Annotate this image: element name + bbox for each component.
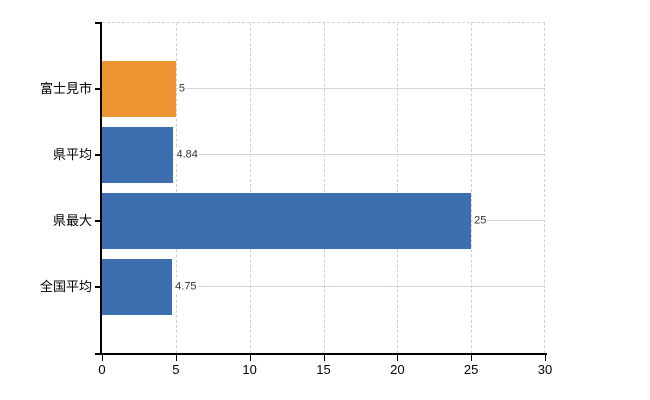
bar xyxy=(102,61,176,117)
vertical-gridline xyxy=(175,23,177,353)
bar-value-label: 4.84 xyxy=(175,148,199,162)
vertical-gridline xyxy=(544,23,545,353)
plot-top-border xyxy=(102,22,545,23)
vertical-gridline xyxy=(323,23,325,353)
x-tick xyxy=(471,355,473,361)
x-tick xyxy=(249,355,251,361)
category-tick xyxy=(95,154,101,156)
x-axis-line xyxy=(95,353,547,355)
bar xyxy=(102,259,173,315)
category-label: 全国平均 xyxy=(39,279,92,294)
vertical-gridline xyxy=(471,23,473,353)
x-tick-label: 15 xyxy=(316,362,331,377)
plot-area: 5 4.84 25 4.75 xyxy=(102,22,545,353)
x-tick xyxy=(323,355,325,361)
x-tick xyxy=(545,355,546,361)
category-tick xyxy=(95,220,101,222)
bar-value-label: 5 xyxy=(177,82,186,96)
x-tick-label: 5 xyxy=(172,362,180,377)
category-label: 県平均 xyxy=(52,147,92,162)
x-tick-label: 30 xyxy=(537,362,553,377)
category-label: 県最大 xyxy=(52,213,92,228)
bar-value-label: 25 xyxy=(473,214,488,228)
category-tick xyxy=(95,286,101,288)
category-tick xyxy=(95,88,101,90)
bar xyxy=(102,127,174,183)
category-label: 富士見市 xyxy=(39,81,92,96)
x-tick-label: 25 xyxy=(463,362,479,377)
vertical-gridline xyxy=(249,23,251,353)
vertical-gridline xyxy=(397,23,399,353)
bar-value-label: 4.75 xyxy=(174,280,198,294)
bar xyxy=(102,193,472,249)
y-axis-line xyxy=(100,22,102,355)
x-tick xyxy=(102,355,103,361)
x-tick-label: 0 xyxy=(98,362,106,377)
x-tick-label: 20 xyxy=(390,362,405,377)
axis-end-tick xyxy=(95,22,102,24)
x-tick xyxy=(175,355,177,361)
x-tick xyxy=(397,355,399,361)
x-tick-label: 10 xyxy=(242,362,257,377)
